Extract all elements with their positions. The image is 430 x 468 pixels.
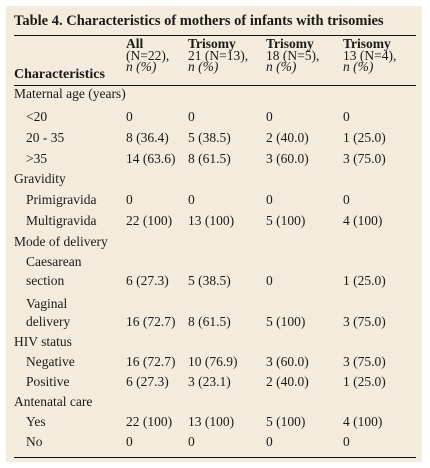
section-row: Antenatal care [6, 394, 422, 414]
section-label-hiv-status: HIV status [14, 334, 72, 349]
table-row: 20 - 35 8 (36.4) 5 (38.5) 2 (40.0) 1 (25… [26, 130, 386, 145]
table-row: Primigravida 0 0 0 0 [26, 192, 350, 207]
top-rule [14, 35, 416, 36]
table-row: Vaginal [26, 296, 68, 311]
table-row: Multigravida 22 (100) 13 (100) 5 (100) 4… [26, 213, 383, 228]
section-label-gravidity: Gravidity [14, 171, 66, 186]
section-label-antenatal-care: Antenatal care [14, 394, 93, 409]
bottom-rule [14, 457, 416, 458]
table-row: Positive 6 (27.3) 3 (23.1) 2 (40.0) 1 (2… [26, 374, 386, 389]
section-label-maternal-age: Maternal age (years) [14, 86, 126, 101]
header-rule [14, 85, 416, 86]
table-row: <20 0 0 0 0 [26, 109, 350, 124]
table-row: >35 14 (63.6) 8 (61.5) 3 (60.0) 3 (75.0) [26, 151, 386, 166]
section-row: Maternal age (years) [6, 86, 422, 106]
section-row: HIV status [6, 334, 422, 354]
table-row: Yes 22 (100) 13 (100) 5 (100) 4 (100) [26, 414, 383, 429]
table-row: Negative 16 (72.7) 10 (76.9) 3 (60.0) 3 … [26, 354, 386, 369]
table-panel: Table 4. Characteristics of mothers of i… [6, 6, 422, 462]
section-row: Mode of delivery [6, 234, 422, 254]
table-title: Table 4. Characteristics of mothers of i… [14, 13, 384, 29]
section-label-mode-of-delivery: Mode of delivery [14, 234, 108, 249]
column-header-trisomy-21: Trisomy 21 (N=13), n (%) [188, 36, 249, 74]
section-row: Gravidity [6, 171, 422, 191]
column-header-trisomy-13: Trisomy 13 (N=4), n (%) [343, 36, 397, 74]
characteristics-header: Characteristics [14, 67, 105, 82]
column-header-all: All (N=22), n (%) [126, 36, 170, 74]
table-row: Caesarean [26, 254, 82, 269]
table-row: section 6 (27.3) 5 (38.5) 0 1 (25.0) [26, 273, 386, 288]
table-row: delivery 16 (72.7) 8 (61.5) 5 (100) 3 (7… [26, 314, 386, 329]
column-header-trisomy-18: Trisomy 18 (N=5), n (%) [266, 36, 320, 74]
table-row: No 0 0 0 0 [26, 434, 350, 449]
